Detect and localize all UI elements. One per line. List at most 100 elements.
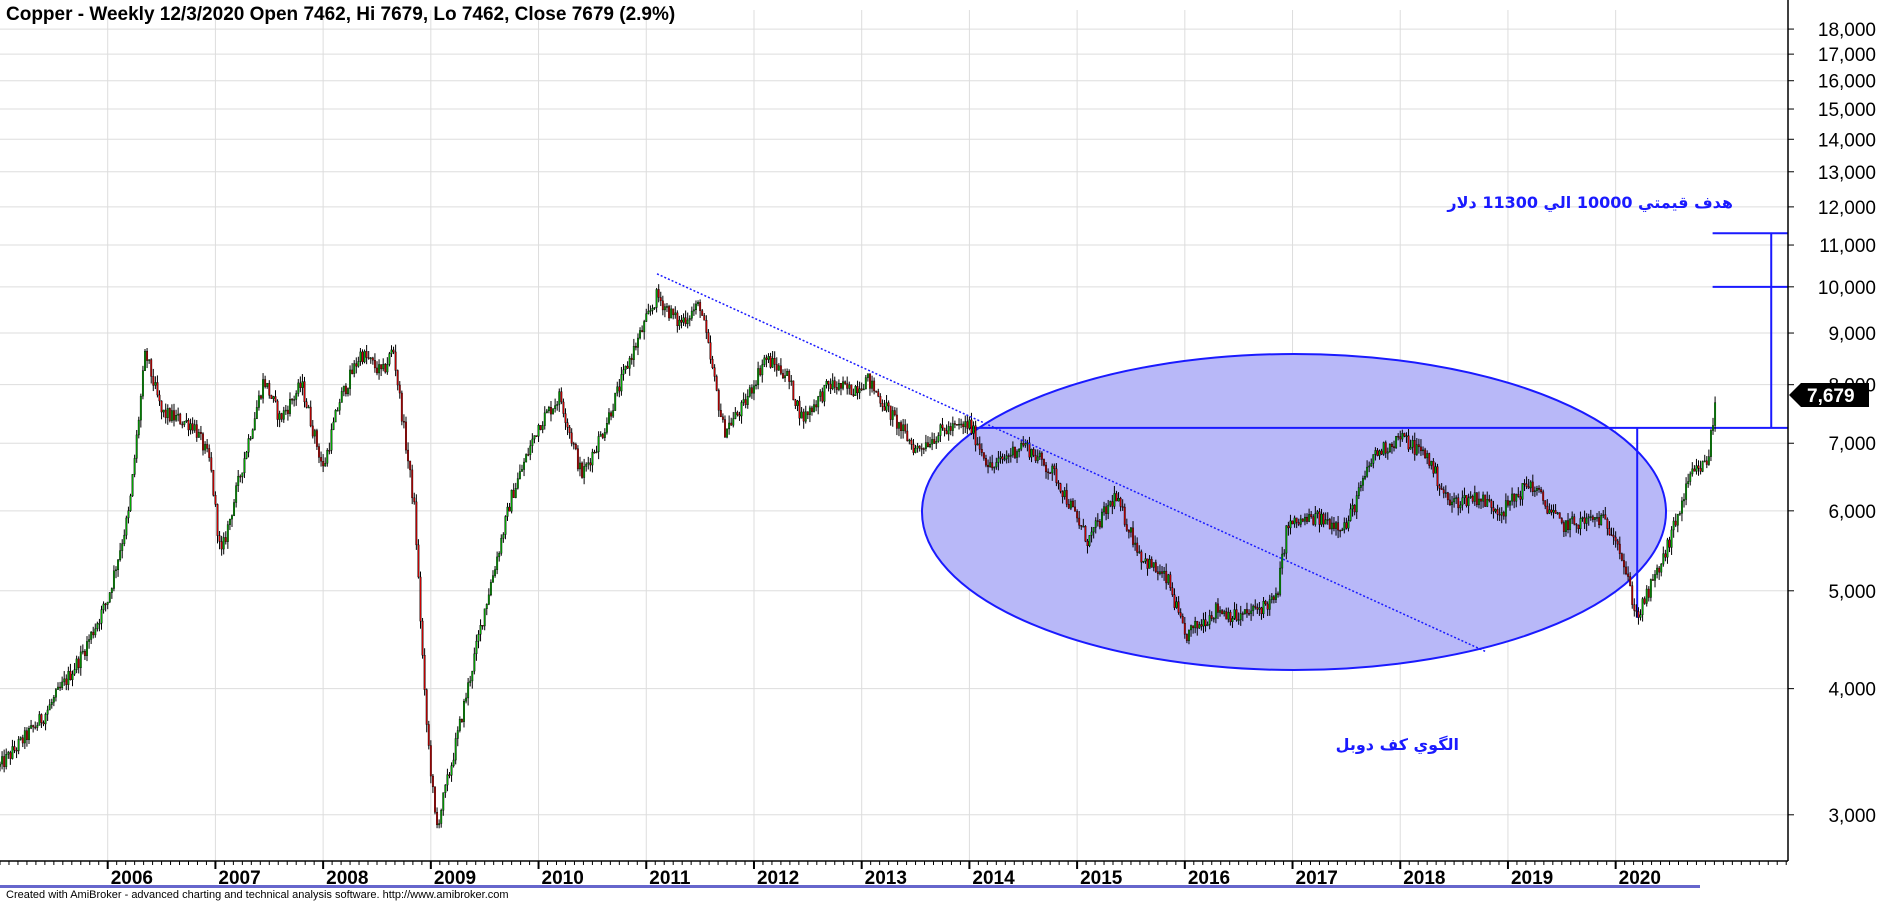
candle-body — [686, 319, 689, 325]
candle — [1649, 578, 1652, 602]
candle — [717, 388, 720, 417]
candle — [1521, 483, 1524, 506]
candle-body — [717, 390, 720, 411]
candle — [1188, 629, 1190, 645]
candle-body — [624, 365, 627, 371]
candle — [1339, 529, 1342, 538]
candle-body — [823, 384, 826, 402]
candle-body — [672, 308, 675, 316]
candle-body — [1531, 481, 1534, 493]
candle — [566, 418, 569, 436]
candle-body — [1322, 513, 1325, 525]
candle-body — [560, 391, 563, 403]
candle — [48, 699, 51, 711]
candle — [1455, 495, 1458, 504]
candle — [1254, 599, 1257, 610]
candle-body — [458, 718, 461, 731]
candle-body — [1645, 588, 1648, 604]
candle — [885, 395, 888, 413]
x-tick-label: 2020 — [1619, 868, 1661, 889]
candle — [581, 461, 584, 479]
candle — [388, 351, 391, 367]
candle — [454, 732, 457, 765]
candle-body — [974, 425, 977, 446]
candle-body — [1459, 504, 1462, 509]
candle — [997, 450, 1000, 471]
candle-body — [1662, 553, 1665, 565]
candle — [1022, 436, 1025, 448]
candle-body — [305, 401, 308, 408]
candle-body — [632, 346, 635, 360]
candle-body — [431, 775, 434, 788]
candle — [761, 359, 764, 383]
candle — [645, 308, 648, 323]
candle — [214, 491, 217, 507]
candle-body — [123, 534, 126, 544]
y-tick-label: 18,000 — [1818, 20, 1876, 41]
y-tick-label: 3,000 — [1828, 806, 1876, 827]
candle-body — [1065, 490, 1068, 505]
candle-body — [703, 315, 706, 321]
candle-body — [36, 725, 39, 728]
candle — [1548, 503, 1551, 514]
candle-body — [469, 680, 472, 683]
candle-body — [216, 504, 219, 536]
candle-body — [71, 673, 74, 681]
x-tick-label: 2011 — [649, 868, 691, 889]
candle-body — [982, 452, 985, 459]
candle — [887, 400, 890, 413]
candle-body — [1179, 612, 1182, 617]
candle-body — [1335, 522, 1337, 529]
candle-body — [1047, 471, 1050, 474]
candle — [1239, 605, 1242, 626]
candle-body — [908, 439, 911, 442]
candle — [1544, 500, 1547, 510]
candle — [518, 464, 521, 480]
candle-body — [1326, 519, 1329, 521]
candle — [1428, 452, 1431, 469]
candle — [1556, 511, 1559, 515]
candle-body — [108, 592, 111, 603]
candle — [1709, 429, 1712, 462]
candle — [906, 423, 909, 442]
candle — [450, 762, 453, 782]
candle-body — [450, 765, 453, 776]
candle-body — [1103, 506, 1105, 513]
candle-body — [1409, 446, 1412, 450]
candle — [274, 390, 277, 403]
candle — [1266, 601, 1269, 617]
candle-body — [1194, 621, 1197, 629]
candle-body — [529, 445, 532, 455]
candle — [947, 421, 950, 441]
candle-body — [898, 422, 900, 429]
candle — [1353, 504, 1356, 516]
candle — [1248, 609, 1250, 616]
candle-body — [1471, 496, 1474, 502]
candle — [189, 418, 192, 435]
candle-body — [970, 419, 973, 434]
candle-body — [512, 489, 515, 498]
candle — [1281, 546, 1284, 575]
candle-body — [719, 410, 722, 418]
candle-body — [819, 391, 822, 397]
candle — [1289, 514, 1292, 535]
candle-body — [429, 745, 432, 777]
candle-body — [1540, 489, 1543, 493]
candle-body — [595, 451, 598, 454]
candle-body — [1386, 451, 1389, 454]
candle-body — [320, 457, 323, 462]
candle — [262, 373, 265, 404]
candle — [1372, 454, 1375, 469]
candle-body — [980, 449, 983, 453]
candle-body — [398, 384, 401, 394]
candle — [173, 403, 175, 427]
candle — [550, 401, 552, 422]
candle-body — [707, 332, 710, 343]
candle — [1345, 517, 1348, 530]
candle — [276, 399, 279, 427]
candle — [338, 398, 341, 415]
candle — [860, 382, 863, 392]
candle — [483, 608, 486, 631]
candle — [247, 434, 250, 458]
